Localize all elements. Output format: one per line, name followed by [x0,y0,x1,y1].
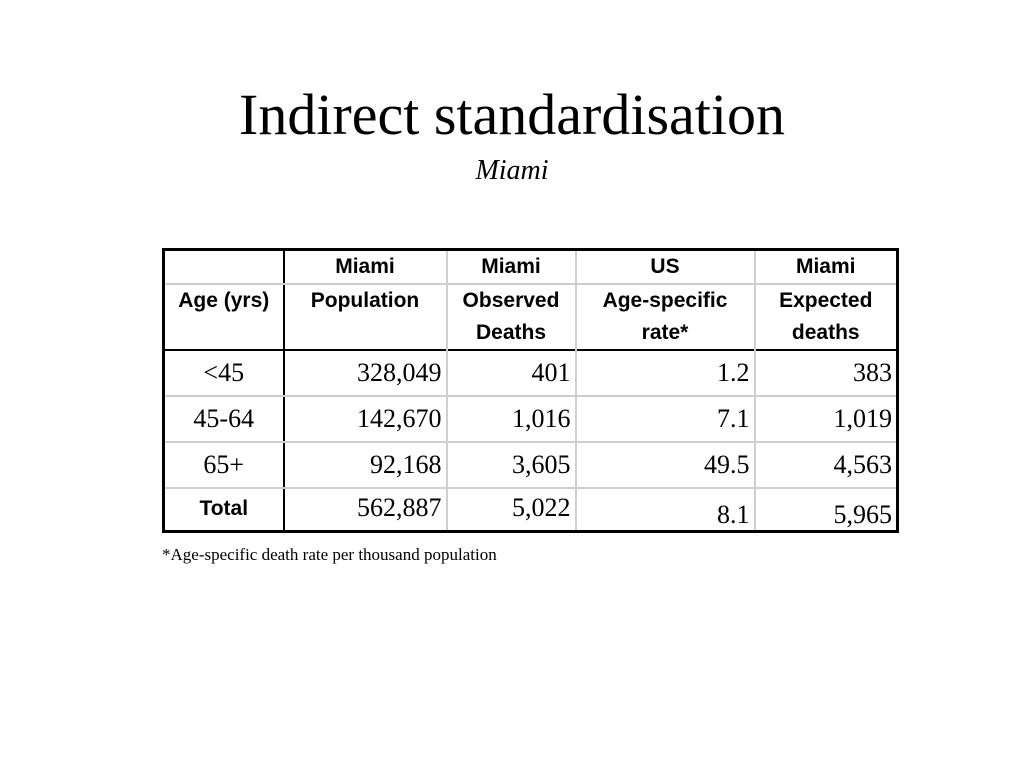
header-age-specific-rate: Age-specific rate* [574,284,755,350]
age-group-cell: 45-64 [163,396,285,443]
rate-cell: 1.2 [574,350,755,397]
header-expected-deaths: Expected deaths [753,284,898,350]
expected-deaths-cell: 1,019 [753,396,898,443]
rate-cell: 49.5 [574,442,755,489]
slide-title: Indirect standardisation [239,82,785,147]
age-group-cell: 65+ [163,442,285,489]
header-age: Age (yrs) [163,284,285,350]
total-expected-deaths-cell: 5,965 [753,487,898,531]
slide-subtitle: Miami [475,155,549,186]
observed-deaths-cell: 401 [445,350,576,397]
age-group-cell: <45 [163,350,285,397]
population-cell: 328,049 [282,350,447,397]
header-row-2: Age (yrs) Population Observed Deaths Age… [163,284,898,350]
observed-deaths-cell: 3,605 [445,442,576,489]
header-miami-population-top: Miami [282,249,447,285]
header-row-1: Miami Miami US Miami [163,249,898,285]
observed-deaths-cell: 1,016 [445,396,576,443]
table-row: <45 328,049 401 1.2 383 [163,350,898,397]
population-cell: 142,670 [282,396,447,443]
total-rate-cell: 8.1 [574,487,755,531]
header-observed-deaths: Observed Deaths [445,284,576,350]
header-miami-observed-top: Miami [445,249,576,285]
standardisation-table: Miami Miami US Miami Age (yrs) Populatio… [162,248,899,533]
expected-deaths-cell: 383 [753,350,898,397]
table-row: 45-64 142,670 1,016 7.1 1,019 [163,396,898,443]
population-cell: 92,168 [282,442,447,489]
table-row: 65+ 92,168 3,605 49.5 4,563 [163,442,898,489]
expected-deaths-cell: 4,563 [753,442,898,489]
header-population: Population [282,284,447,350]
total-observed-deaths-cell: 5,022 [445,487,576,531]
total-row: Total 562,887 5,022 8.1 5,965 [163,487,898,531]
header-us-rate-top: US [574,249,755,285]
rate-cell: 7.1 [574,396,755,443]
total-population-cell: 562,887 [282,487,447,531]
footnote: *Age-specific death rate per thousand po… [162,545,497,564]
total-label: Total [163,487,285,531]
header-miami-expected-top: Miami [753,249,898,285]
header-blank [163,249,285,285]
